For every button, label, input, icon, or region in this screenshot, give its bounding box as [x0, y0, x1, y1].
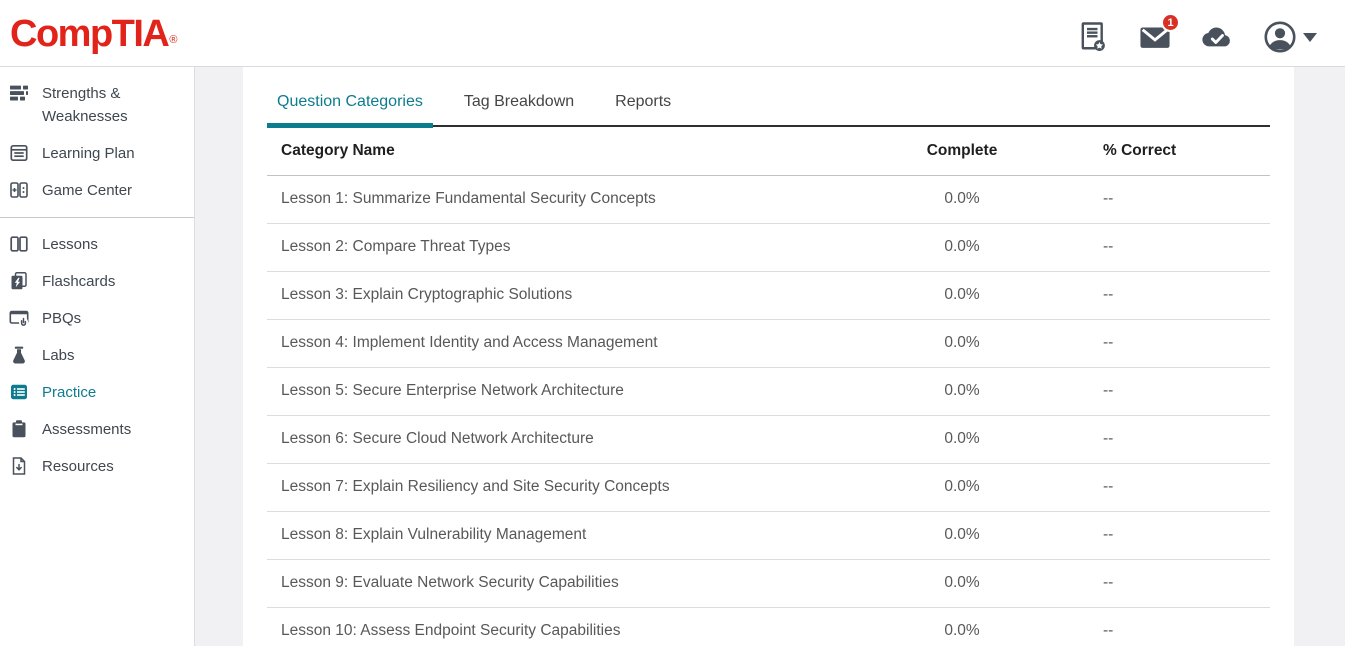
tab-question-categories[interactable]: Question Categories	[267, 83, 433, 128]
flask-icon	[13, 346, 25, 364]
sidebar-item-resources[interactable]: Resources	[0, 448, 194, 485]
page-body: Strengths & Weaknesses Learning Plan Gam…	[0, 67, 1345, 646]
category-name-cell: Lesson 10: Assess Endpoint Security Capa…	[267, 607, 887, 646]
sidebar-item-label: Flashcards	[42, 273, 116, 290]
sidebar: Strengths & Weaknesses Learning Plan Gam…	[0, 67, 195, 646]
book-icon	[10, 236, 28, 252]
percent-correct-cell: --	[1037, 175, 1270, 224]
clipboard-icon	[12, 420, 26, 438]
complete-cell: 0.0%	[887, 463, 1037, 512]
download-doc-icon	[12, 457, 26, 475]
complete-cell: 0.0%	[887, 511, 1037, 560]
sidebar-item-label: Strengths & Weaknesses	[42, 85, 128, 125]
main-content: Question Categories Tag Breakdown Report…	[243, 67, 1294, 646]
table-header-row: Category Name Complete % Correct	[267, 127, 1270, 176]
sidebar-item-label: PBQs	[42, 310, 82, 327]
tab-tag-breakdown[interactable]: Tag Breakdown	[463, 93, 575, 110]
pointer-window-icon	[9, 310, 29, 327]
list-icon	[11, 384, 27, 400]
category-name-cell: Lesson 1: Summarize Fundamental Security…	[267, 175, 887, 224]
table-row[interactable]: Lesson 4: Implement Identity and Access …	[267, 319, 1270, 368]
sidebar-item-practice[interactable]: Practice	[0, 374, 194, 411]
cloud-sync-icon[interactable]	[1201, 21, 1233, 53]
game-icon	[10, 182, 28, 198]
table-row[interactable]: Lesson 10: Assess Endpoint Security Capa…	[267, 607, 1270, 646]
mail-icon[interactable]: 1	[1139, 13, 1180, 53]
sidebar-item-label: Game Center	[42, 182, 133, 199]
sidebar-item-learning-plan[interactable]: Learning Plan	[0, 135, 194, 172]
percent-correct-cell: --	[1037, 559, 1270, 608]
notes-survey-icon[interactable]	[1077, 21, 1109, 53]
complete-cell: 0.0%	[887, 367, 1037, 416]
percent-correct-cell: --	[1037, 607, 1270, 646]
percent-correct-cell: --	[1037, 511, 1270, 560]
bars-icon	[10, 85, 28, 101]
mail-notification-badge: 1	[1161, 13, 1180, 32]
table-row[interactable]: Lesson 2: Compare Threat Types 0.0% --	[267, 223, 1270, 272]
registered-mark: ®	[169, 34, 177, 46]
flashcard-icon	[11, 272, 27, 290]
account-icon	[1264, 21, 1296, 53]
table-row[interactable]: Lesson 6: Secure Cloud Network Architect…	[267, 415, 1270, 464]
sidebar-item-strengths-weaknesses[interactable]: Strengths & Weaknesses	[0, 75, 194, 135]
tab-reports[interactable]: Reports	[615, 93, 672, 110]
question-categories-table: Category Name Complete % Correct Lesson …	[267, 127, 1270, 646]
column-header-category-name: Category Name	[267, 127, 887, 176]
complete-cell: 0.0%	[887, 175, 1037, 224]
percent-correct-cell: --	[1037, 463, 1270, 512]
notebook-icon	[10, 144, 28, 162]
sidebar-item-assessments[interactable]: Assessments	[0, 411, 194, 448]
column-header-percent-correct: % Correct	[1037, 127, 1270, 176]
percent-correct-cell: --	[1037, 319, 1270, 368]
app-header: CompTIA ® 1	[0, 0, 1345, 67]
table-row[interactable]: Lesson 8: Explain Vulnerability Manageme…	[267, 511, 1270, 560]
complete-cell: 0.0%	[887, 559, 1037, 608]
complete-cell: 0.0%	[887, 415, 1037, 464]
sidebar-item-lessons[interactable]: Lessons	[0, 226, 194, 263]
account-menu[interactable]	[1263, 20, 1317, 54]
percent-correct-cell: --	[1037, 367, 1270, 416]
header-icon-bar: 1	[1077, 13, 1317, 54]
category-name-cell: Lesson 6: Secure Cloud Network Architect…	[267, 415, 887, 464]
sidebar-item-label: Labs	[42, 347, 75, 364]
complete-cell: 0.0%	[887, 223, 1037, 272]
table-row[interactable]: Lesson 5: Secure Enterprise Network Arch…	[267, 367, 1270, 416]
category-name-cell: Lesson 7: Explain Resiliency and Site Se…	[267, 463, 887, 512]
chevron-down-icon	[1303, 32, 1317, 42]
table-row[interactable]: Lesson 3: Explain Cryptographic Solution…	[267, 271, 1270, 320]
complete-cell: 0.0%	[887, 319, 1037, 368]
sidebar-item-flashcards[interactable]: Flashcards	[0, 263, 194, 300]
category-name-cell: Lesson 4: Implement Identity and Access …	[267, 319, 887, 368]
sidebar-item-pbqs[interactable]: PBQs	[0, 300, 194, 337]
percent-correct-cell: --	[1037, 223, 1270, 272]
category-name-cell: Lesson 2: Compare Threat Types	[267, 223, 887, 272]
sidebar-item-labs[interactable]: Labs	[0, 337, 194, 374]
complete-cell: 0.0%	[887, 271, 1037, 320]
table-row[interactable]: Lesson 1: Summarize Fundamental Security…	[267, 175, 1270, 224]
category-name-cell: Lesson 9: Evaluate Network Security Capa…	[267, 559, 887, 608]
sidebar-item-game-center[interactable]: Game Center	[0, 172, 194, 209]
comptia-logo[interactable]: CompTIA ®	[10, 13, 177, 55]
category-name-cell: Lesson 5: Secure Enterprise Network Arch…	[267, 367, 887, 416]
right-gutter	[1294, 67, 1345, 646]
category-name-cell: Lesson 3: Explain Cryptographic Solution…	[267, 271, 887, 320]
category-name-cell: Lesson 8: Explain Vulnerability Manageme…	[267, 511, 887, 560]
logo-text: CompTIA	[10, 13, 170, 55]
table-row[interactable]: Lesson 7: Explain Resiliency and Site Se…	[267, 463, 1270, 512]
sidebar-item-label: Lessons	[42, 236, 98, 253]
left-gutter	[195, 67, 243, 646]
table-row[interactable]: Lesson 9: Evaluate Network Security Capa…	[267, 559, 1270, 608]
sidebar-item-label: Practice	[42, 384, 97, 401]
tab-bar: Question Categories Tag Breakdown Report…	[267, 83, 1270, 128]
column-header-complete: Complete	[887, 127, 1037, 176]
complete-cell: 0.0%	[887, 607, 1037, 646]
percent-correct-cell: --	[1037, 271, 1270, 320]
sidebar-item-label: Resources	[42, 458, 114, 475]
sidebar-item-label: Assessments	[42, 421, 132, 438]
sidebar-divider	[0, 217, 194, 218]
sidebar-item-label: Learning Plan	[42, 145, 135, 162]
percent-correct-cell: --	[1037, 415, 1270, 464]
